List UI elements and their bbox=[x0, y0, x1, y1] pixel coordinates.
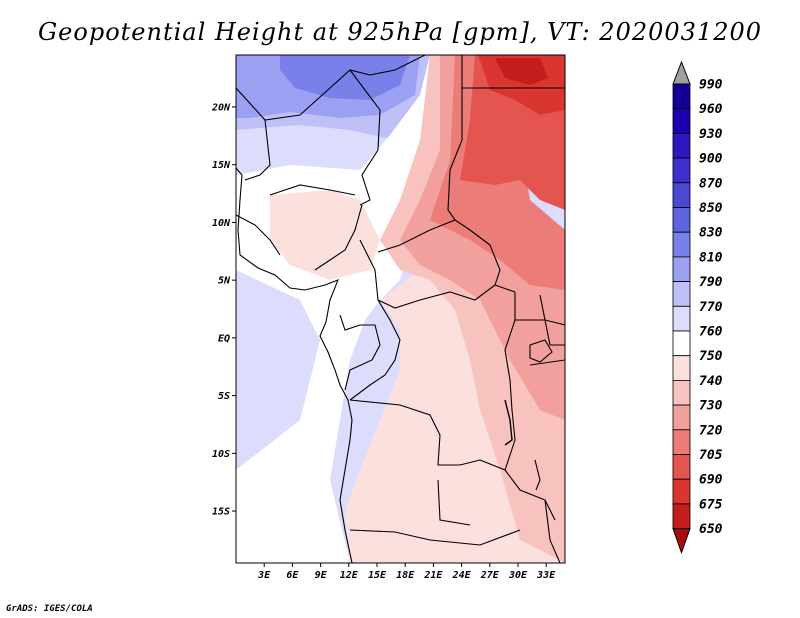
colorbar-label: 650 bbox=[699, 522, 723, 537]
lat-label: 5N bbox=[218, 276, 231, 287]
colorbar-swatch bbox=[672, 281, 691, 307]
coastline-west bbox=[236, 167, 353, 563]
colorbar-swatch bbox=[672, 478, 691, 505]
lon-label: 15E bbox=[368, 570, 387, 581]
contour-675 bbox=[495, 58, 548, 85]
colorbar-swatch bbox=[672, 379, 691, 406]
colorbar-label: 760 bbox=[699, 325, 723, 340]
colorbar: 990 960 930 900 870 850 830 810 790 770 760 750 740 7… bbox=[672, 60, 723, 555]
colorbar-label: 675 bbox=[699, 497, 723, 512]
border-cameroon-car bbox=[359, 239, 379, 301]
border-car-drc bbox=[377, 284, 516, 309]
boundaries bbox=[236, 55, 565, 563]
lat-label: 10S bbox=[212, 449, 230, 460]
lat-label: 5S bbox=[218, 391, 230, 402]
border-nigeria-cameroon bbox=[314, 204, 363, 271]
border-libya-chad bbox=[369, 55, 426, 76]
border-angola-zambia bbox=[437, 479, 471, 526]
lon-label: 21E bbox=[423, 570, 443, 581]
lon-label: 30E bbox=[508, 570, 528, 581]
border-congo-gabon bbox=[339, 314, 381, 391]
lat-label: 15S bbox=[212, 507, 230, 518]
colorbar-label: 750 bbox=[699, 349, 723, 364]
lake-tanganyika bbox=[504, 399, 513, 446]
lake-victoria bbox=[529, 339, 553, 363]
colorbar-swatch bbox=[672, 256, 691, 282]
border-drc-angola bbox=[349, 399, 481, 466]
border-tanzania bbox=[529, 359, 565, 366]
colorbar-swatch bbox=[672, 207, 691, 233]
lon-label: 33E bbox=[536, 570, 556, 581]
colorbar-label: 810 bbox=[699, 250, 723, 265]
lon-label: 9E bbox=[315, 570, 328, 581]
border-zambia bbox=[479, 459, 556, 521]
colorbar-label: 790 bbox=[699, 275, 723, 290]
contour-770-band bbox=[236, 55, 460, 563]
credit-label: GrADS: IGES/COLA bbox=[6, 604, 93, 614]
colorbar-swatch bbox=[672, 454, 691, 480]
contour-field bbox=[236, 55, 565, 563]
longitude-axis: 3E 6E 9E 12E 15E 18E 21E 24E 27E 30E 33E bbox=[257, 563, 556, 581]
lat-label: EQ bbox=[218, 333, 230, 344]
colorbar-label: 740 bbox=[699, 374, 723, 389]
colorbar-label: 870 bbox=[699, 176, 723, 191]
lat-label: 15N bbox=[212, 160, 231, 171]
colorbar-label: 930 bbox=[699, 127, 723, 142]
colorbar-swatch bbox=[672, 132, 691, 159]
colorbar-swatch bbox=[672, 83, 691, 110]
chart-title: Geopotential Height at 925hPa [gpm], VT:… bbox=[38, 18, 762, 46]
contour-740-east bbox=[380, 55, 565, 563]
lon-label: 27E bbox=[480, 570, 500, 581]
colorbar-top-arrow bbox=[672, 60, 691, 85]
colorbar-label: 705 bbox=[699, 448, 723, 463]
colorbar-bottom-arrow bbox=[672, 528, 691, 555]
colorbar-label: 900 bbox=[699, 152, 723, 167]
lon-label: 3E bbox=[257, 570, 271, 581]
latitude-axis: 20N 15N 10N 5N EQ 5S 10S 15S bbox=[211, 102, 236, 518]
border-sahel-west bbox=[244, 119, 271, 181]
border-mozambique bbox=[544, 499, 561, 563]
lake-malawi bbox=[534, 459, 541, 491]
colorbar-swatch bbox=[672, 330, 691, 357]
map-frame bbox=[235, 54, 566, 564]
colorbar-swatch bbox=[672, 108, 691, 134]
border-namibia bbox=[349, 529, 521, 546]
colorbar-label: 830 bbox=[699, 226, 723, 241]
contour-750-sahel bbox=[270, 190, 380, 280]
colorbar-label: 690 bbox=[699, 473, 723, 488]
colorbar-swatch bbox=[672, 157, 691, 184]
border-uganda-kenya bbox=[539, 294, 565, 346]
colorbar-label: 990 bbox=[699, 78, 723, 93]
colorbar-swatch bbox=[672, 404, 691, 431]
border-west-africa bbox=[236, 214, 281, 256]
colorbar-label: 960 bbox=[699, 102, 723, 117]
border-algeria-mali bbox=[236, 69, 371, 121]
colorbar-label: 730 bbox=[699, 399, 723, 414]
colorbar-label: 720 bbox=[699, 423, 723, 438]
lat-label: 10N bbox=[212, 218, 231, 229]
lon-label: 24E bbox=[452, 570, 472, 581]
lon-label: 18E bbox=[396, 570, 415, 581]
border-nigeria-niger bbox=[269, 184, 356, 196]
contour-830-north bbox=[280, 55, 410, 100]
lon-label: 12E bbox=[340, 570, 359, 581]
colorbar-swatch bbox=[672, 182, 691, 208]
border-chad-car bbox=[377, 219, 456, 253]
colorbar-label: 770 bbox=[699, 300, 723, 315]
colorbar-swatch bbox=[672, 231, 691, 258]
colorbar-label: 850 bbox=[699, 201, 723, 216]
lon-label: 6E bbox=[286, 570, 299, 581]
colorbar-swatch bbox=[672, 503, 691, 529]
colorbar-swatch bbox=[672, 305, 691, 332]
colorbar-swatch bbox=[672, 429, 691, 455]
border-niger-chad bbox=[349, 69, 381, 206]
colorbar-swatch bbox=[672, 355, 691, 381]
lat-label: 20N bbox=[211, 102, 231, 113]
border-congo-drc bbox=[349, 299, 401, 401]
